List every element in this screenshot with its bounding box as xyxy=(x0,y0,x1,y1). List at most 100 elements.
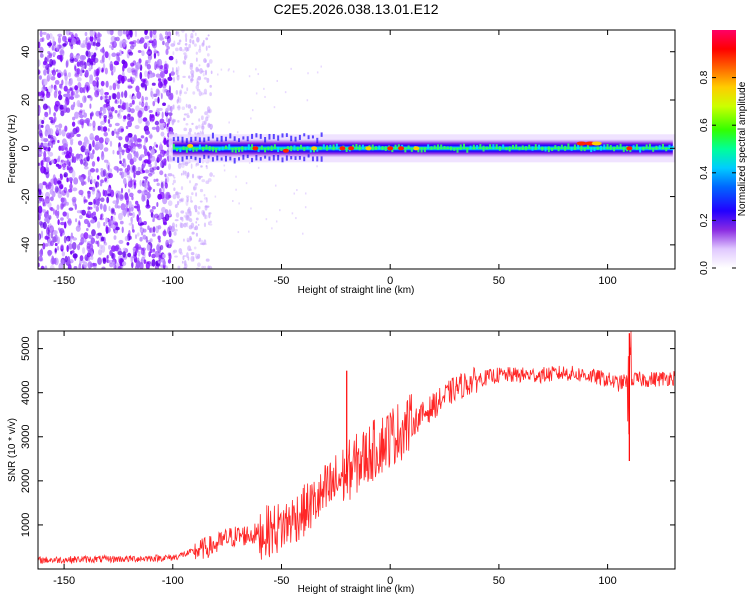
spectrogram-noise-cell xyxy=(85,50,89,57)
spectrogram-band-cell xyxy=(541,146,544,151)
spectrogram-noise-cell xyxy=(205,197,208,203)
spectrogram-band-edge xyxy=(264,155,267,159)
spectrogram-noise-cell xyxy=(76,133,81,137)
spectrogram-noise-cell xyxy=(186,212,191,217)
spectrogram-noise-cell xyxy=(198,118,201,122)
spectrogram-noise-cell xyxy=(177,34,180,37)
spectrogram-noise-cell xyxy=(100,88,104,96)
spectrogram-noise-cell xyxy=(98,137,104,144)
spectrogram-noise-cell xyxy=(89,179,93,185)
spectrogram-noise-cell xyxy=(54,79,60,85)
spectrogram-noise-cell xyxy=(145,136,148,143)
spectrogram-x-axis-label: Height of straight line (km) xyxy=(298,285,415,296)
spectrogram-noise-cell xyxy=(205,180,210,184)
spectrogram-noise-cell xyxy=(180,173,183,176)
spectrogram-noise-cell xyxy=(133,172,136,179)
spectrogram-band-body xyxy=(172,139,673,158)
spectrogram-noise-cell xyxy=(58,128,62,136)
spectrogram-noise-cell xyxy=(140,39,144,44)
spectrogram-noise-cell xyxy=(167,118,171,125)
spectrogram-noise-cell xyxy=(53,72,56,79)
spectrogram-y-tick-label: 40 xyxy=(20,46,32,58)
spectrogram-hot-spot xyxy=(339,146,346,151)
spectrogram-noise-cell xyxy=(59,104,64,110)
spectrogram-band-edge xyxy=(203,154,206,159)
spectrogram-noise-cell xyxy=(190,78,194,82)
spectrogram-noise-cell xyxy=(188,218,193,223)
spectrogram-noise-cell xyxy=(155,125,160,133)
spectrogram-noise-cell xyxy=(63,104,67,109)
spectrogram-noise-cell xyxy=(184,33,188,39)
spectrogram-hot-spot xyxy=(187,143,194,148)
spectrogram-noise-cell xyxy=(38,182,44,191)
spectrogram-noise-cell xyxy=(129,94,132,99)
spectrogram-band-cell xyxy=(417,147,420,153)
spectrogram-band-cell xyxy=(182,146,185,151)
spectrogram-noise-cell xyxy=(102,258,107,264)
spectrogram-noise-cell xyxy=(316,165,318,168)
spectrogram-noise-cell xyxy=(39,197,45,202)
spectrogram-noise-cell xyxy=(165,48,169,55)
spectrogram-band-cell xyxy=(211,146,214,152)
spectrogram-noise-cell xyxy=(52,118,56,124)
spectrogram-noise-cell xyxy=(171,104,174,109)
spectrogram-noise-cell xyxy=(40,142,44,148)
spectrogram-noise-cell xyxy=(200,165,203,168)
spectrogram-noise-cell xyxy=(105,226,109,235)
spectrogram-noise-cell xyxy=(49,58,54,67)
spectrogram-noise-cell xyxy=(55,127,59,134)
spectrogram-band-cell xyxy=(446,146,449,150)
spectrogram-noise-cell xyxy=(197,223,200,227)
spectrogram-noise-cell xyxy=(78,242,83,246)
spectrogram-noise-cell xyxy=(155,260,159,267)
spectrogram-noise-cell xyxy=(38,147,41,152)
spectrogram-noise-cell xyxy=(140,135,145,139)
spectrogram-noise-cell xyxy=(302,232,304,235)
spectrogram-noise-cell xyxy=(89,153,94,160)
spectrogram-noise-cell xyxy=(135,105,140,112)
spectrogram-noise-cell xyxy=(152,171,155,175)
spectrogram-band-cell xyxy=(463,143,466,150)
spectrogram-noise-cell xyxy=(44,196,50,204)
spectrogram-band-edge xyxy=(242,154,245,160)
spectrogram-noise-cell xyxy=(192,186,196,191)
snr-panel: -150 -100 -50 0 50 100 1000 2000 3000 4000 5000 H… xyxy=(7,330,676,595)
spectrogram-noise-cell xyxy=(92,80,97,87)
spectrogram-noise-cell xyxy=(209,220,212,224)
spectrogram-noise-cell xyxy=(164,150,167,154)
spectrogram-noise-cell xyxy=(151,82,156,86)
spectrogram-noise-cell xyxy=(66,177,69,183)
spectrogram-noise-cell xyxy=(78,220,81,226)
spectrogram-noise-cell xyxy=(166,45,170,50)
spectrogram-band-edge xyxy=(281,157,284,163)
spectrogram-noise-cell xyxy=(45,62,49,68)
spectrogram-noise-cell xyxy=(45,91,51,99)
spectrogram-noise-cell xyxy=(116,190,122,199)
spectrogram-noise-cell xyxy=(57,33,63,38)
spectrogram-band-edge xyxy=(255,154,258,161)
spectrogram-noise-cell xyxy=(167,200,173,207)
spectrogram-band-cell xyxy=(449,146,452,151)
spectrogram-noise-cell xyxy=(61,163,67,168)
spectrogram-noise-cell xyxy=(116,91,121,100)
spectrogram-noise-cell xyxy=(130,108,135,114)
spectrogram-band-cell xyxy=(247,144,250,150)
spectrogram-noise-cell xyxy=(83,112,88,118)
spectrogram-noise-cell xyxy=(137,189,142,194)
spectrogram-noise-cell xyxy=(167,173,173,177)
spectrogram-noise-cell xyxy=(60,110,65,117)
spectrogram-noise-cell xyxy=(134,250,137,257)
spectrogram-noise-cell xyxy=(60,259,65,266)
spectrogram-noise-cell xyxy=(93,198,96,205)
spectrogram-noise-cell xyxy=(192,30,195,33)
spectrogram-noise-cell xyxy=(52,51,56,56)
spectrogram-band-cell xyxy=(498,146,501,151)
spectrogram-band-cell xyxy=(215,148,218,153)
spectrogram-noise-cell xyxy=(207,34,210,37)
spectrogram-noise-cell xyxy=(148,109,153,113)
spectrogram-noise-cell xyxy=(248,75,251,78)
spectrogram-x-tick-label: 0 xyxy=(387,275,393,287)
spectrogram-noise-cell xyxy=(148,227,152,234)
spectrogram-noise-cell xyxy=(191,231,195,235)
spectrogram-noise-cell xyxy=(46,210,49,214)
